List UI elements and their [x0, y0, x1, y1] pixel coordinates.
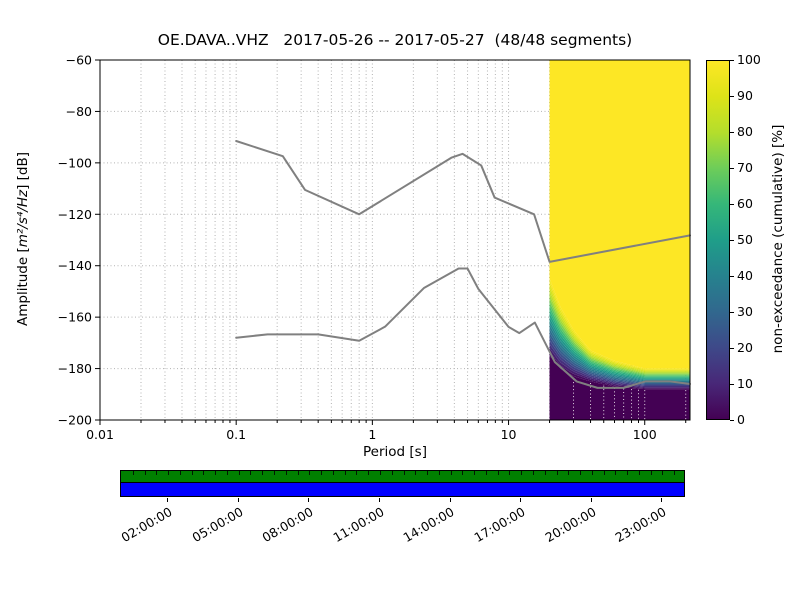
x-tick-label: 10: [501, 427, 517, 442]
x-axis-label: Period [s]: [363, 444, 427, 460]
y-tick-label: −60: [66, 53, 92, 68]
segment-tick: [485, 471, 487, 475]
y-tick-label: −180: [58, 361, 92, 376]
y-tick-label: −200: [58, 413, 92, 428]
segment-tick: [532, 471, 534, 475]
segment-tick: [674, 471, 676, 475]
segment-tick: [568, 471, 570, 475]
segment-tick: [262, 471, 264, 475]
x-tick-label: 0.1: [226, 427, 246, 442]
segment-tick: [427, 471, 429, 475]
segment-tick: [356, 471, 358, 475]
segment-tick: [203, 471, 205, 475]
segment-tick: [580, 471, 582, 475]
availability-segments-bar: [120, 470, 685, 483]
segment-tick: [297, 471, 299, 475]
segment-tick: [450, 471, 452, 475]
segment-tick: [438, 471, 440, 475]
y-tick-label: −160: [58, 310, 92, 325]
colorbar-label: non-exceedance (cumulative) [%]: [770, 124, 786, 354]
segment-tick: [274, 471, 276, 475]
segment-tick: [379, 471, 381, 475]
segment-tick: [474, 471, 476, 475]
segment-tick: [368, 471, 370, 475]
segment-tick: [226, 471, 228, 475]
x-tick-label: 0.01: [86, 427, 114, 442]
segment-tick: [603, 471, 605, 475]
segment-tick: [285, 471, 287, 475]
segment-tick: [156, 471, 158, 475]
segment-tick: [662, 471, 664, 475]
segment-tick: [132, 471, 134, 475]
segment-tick: [238, 471, 240, 475]
segment-tick: [627, 471, 629, 475]
noise-model-curves: [235, 140, 691, 389]
x-tick-label: 1: [368, 427, 376, 442]
segment-tick: [544, 471, 546, 475]
availability-coverage-bar: [120, 482, 685, 497]
segment-tick: [497, 471, 499, 475]
plot-border: [99, 59, 691, 421]
segment-tick: [403, 471, 405, 475]
y-tick-label: −120: [58, 207, 92, 222]
y-tick-label: −100: [58, 155, 92, 170]
segment-tick: [415, 471, 417, 475]
y-axis-label-units: m²/s⁴/Hz: [15, 189, 31, 248]
noise-model-curve-nlnm: [235, 267, 691, 389]
axis-ticks: 0.01 0.1 1 10 100 −60 −80 −100 −120 −140 −160 −180 −…: [58, 53, 687, 442]
segment-tick: [250, 471, 252, 475]
segment-tick: [650, 471, 652, 475]
segment-tick: [591, 471, 593, 475]
segment-tick: [215, 471, 217, 475]
segment-tick: [638, 471, 640, 475]
segment-tick: [615, 471, 617, 475]
colorbar: [706, 60, 730, 420]
y-axis-label-suffix: ] [dB]: [15, 151, 31, 190]
segment-tick: [179, 471, 181, 475]
segment-tick: [332, 471, 334, 475]
segment-tick: [168, 471, 170, 475]
segment-tick: [509, 471, 511, 475]
availability-bar: [120, 470, 685, 497]
segment-tick: [462, 471, 464, 475]
plot-title: OE.DAVA..VHZ 2017-05-26 -- 2017-05-27 (4…: [157, 31, 633, 49]
segment-tick: [391, 471, 393, 475]
y-tick-label: −140: [58, 258, 92, 273]
heatmap-region-100pct: [549, 60, 690, 369]
colorbar-gradient: [707, 61, 729, 419]
x-tick-label: 100: [633, 427, 657, 442]
y-axis-label-prefix: Amplitude [: [15, 247, 31, 327]
y-axis-label: Amplitude [m²/s⁴/Hz] [dB]: [15, 59, 31, 419]
heatmap-overlay-grid: [573, 378, 687, 420]
segment-tick: [191, 471, 193, 475]
segment-tick: [521, 471, 523, 475]
segment-tick: [144, 471, 146, 475]
segment-tick: [344, 471, 346, 475]
segment-tick: [309, 471, 311, 475]
segment-tick: [556, 471, 558, 475]
y-tick-label: −80: [66, 104, 92, 119]
segment-tick: [321, 471, 323, 475]
noise-model-curve-nhnm: [235, 140, 691, 263]
